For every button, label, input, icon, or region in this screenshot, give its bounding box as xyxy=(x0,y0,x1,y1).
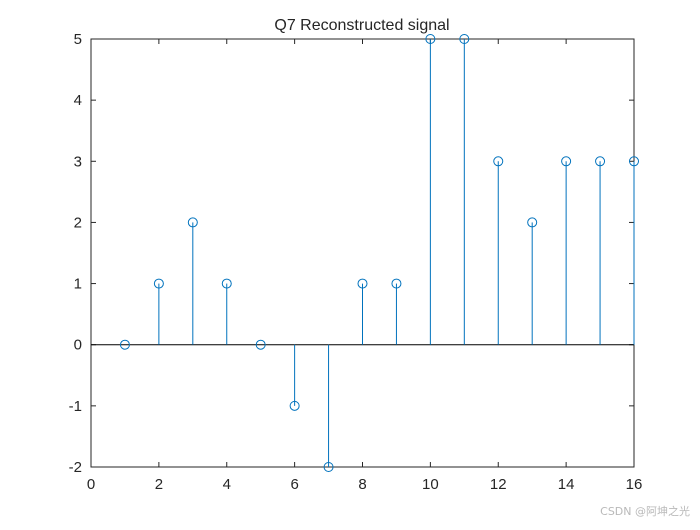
stem-marker xyxy=(289,400,300,411)
y-tick-label: 0 xyxy=(74,337,82,354)
x-tick-label: 0 xyxy=(87,476,95,493)
stem-marker xyxy=(255,339,266,350)
stem-marker xyxy=(119,339,130,350)
y-axis-ticks: -2 -1 0 1 2 3 4 5 xyxy=(69,31,634,476)
stem-marker xyxy=(527,217,538,228)
stem-marker xyxy=(459,34,470,44)
stem-series xyxy=(119,34,639,472)
y-tick-label: -2 xyxy=(69,459,82,476)
x-tick-label: 14 xyxy=(558,476,575,493)
y-tick-label: -1 xyxy=(69,398,82,415)
x-tick-label: 8 xyxy=(358,476,366,493)
stem-marker xyxy=(561,156,572,167)
x-tick-label: 4 xyxy=(223,476,231,493)
y-tick-label: 3 xyxy=(74,153,82,170)
stem-marker xyxy=(187,217,198,228)
plot-area-frame xyxy=(90,38,635,468)
x-tick-label: 12 xyxy=(490,476,507,493)
stem-marker xyxy=(425,34,436,44)
x-tick-label: 2 xyxy=(155,476,163,493)
watermark-text: CSDN @阿坤之光 xyxy=(600,505,690,518)
x-tick-label: 6 xyxy=(290,476,298,493)
stem-marker xyxy=(493,156,504,167)
x-tick-label: 16 xyxy=(626,476,643,493)
y-tick-label: 1 xyxy=(74,276,82,293)
stem-marker xyxy=(323,462,334,472)
x-tick-label: 10 xyxy=(422,476,439,493)
stem-marker xyxy=(595,156,606,167)
y-tick-label: 2 xyxy=(74,214,82,231)
y-tick-label: 5 xyxy=(74,31,82,48)
stem-marker xyxy=(153,278,164,289)
y-tick-label: 4 xyxy=(74,92,82,109)
chart-title: Q7 Reconstructed signal xyxy=(274,17,449,34)
stem-marker xyxy=(221,278,232,289)
stem-marker xyxy=(357,278,368,289)
stem-marker xyxy=(629,156,639,167)
x-axis-ticks: 0 2 4 6 8 10 12 14 16 xyxy=(87,39,643,493)
stem-marker xyxy=(391,278,402,289)
